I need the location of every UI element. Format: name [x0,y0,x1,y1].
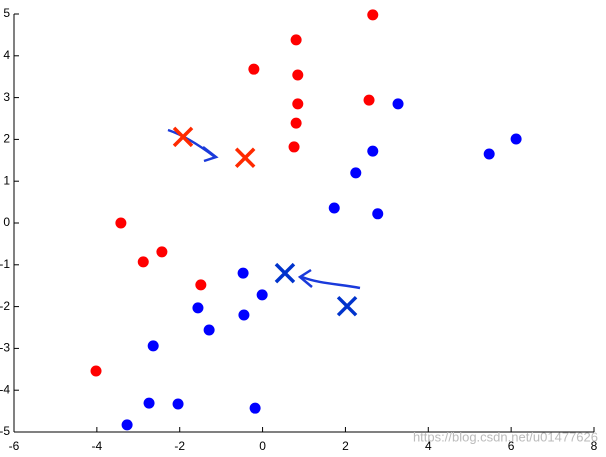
y-tick-label: -2 [0,299,10,313]
x-tick-label: 0 [259,439,266,453]
watermark: https://blog.csdn.net/u01477626 [413,429,598,444]
y-tick-label: -1 [0,257,10,271]
x-tick-label: -6 [9,439,20,453]
y-tick-label: 5 [3,6,10,20]
point [115,217,127,229]
centroid [234,147,256,169]
arrow-head [202,146,219,163]
point [90,365,102,377]
point [372,208,384,220]
point [147,340,159,352]
point [248,63,260,75]
point [249,402,261,414]
centroid [274,262,296,284]
y-tick-label: -5 [0,424,10,438]
point [290,117,302,129]
x-tick-label: -4 [92,439,103,453]
point [238,309,250,321]
point [192,302,204,314]
point [137,256,149,268]
y-tick-label: 4 [3,48,10,62]
x-tick-label: -2 [174,439,185,453]
point [121,419,133,431]
x-tick-label: 8 [591,439,598,453]
x-tick-label: 2 [342,439,349,453]
x-tick-label: 6 [508,439,515,453]
point [195,279,207,291]
point [172,398,184,410]
point [392,98,404,110]
x-tick-label: 4 [425,439,432,453]
point [237,267,249,279]
point [143,397,155,409]
point [510,133,522,145]
point [292,98,304,110]
point [367,145,379,157]
y-tick-label: -4 [0,382,10,396]
point [156,246,168,258]
centroid [172,126,194,148]
point [292,69,304,81]
arrow [301,275,361,290]
y-tick-label: 0 [3,215,10,229]
point [288,141,300,153]
point [256,289,268,301]
y-tick-label: 3 [3,90,10,104]
point [363,94,375,106]
point [290,34,302,46]
point [328,202,340,214]
point [483,148,495,160]
arrow-head [297,268,313,288]
point [350,167,362,179]
y-tick-label: 1 [3,173,10,187]
point [367,9,379,21]
centroid [336,295,358,317]
y-tick-label: -3 [0,341,10,355]
y-tick-label: 2 [3,132,10,146]
point [203,324,215,336]
